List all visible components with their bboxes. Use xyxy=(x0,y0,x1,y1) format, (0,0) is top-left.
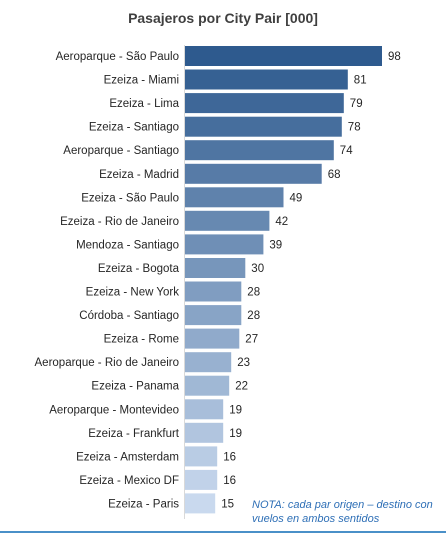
value-label-11: 28 xyxy=(247,287,260,299)
bar-17 xyxy=(185,422,224,443)
bars-group: Aeroparque - São Paulo 98 Ezeiza - Miami 81… xyxy=(35,46,401,514)
category-label-6: Ezeiza - Madrid xyxy=(99,169,179,181)
chart-note: NOTA: cada par origen – destino con vuel… xyxy=(252,498,446,526)
bar-18 xyxy=(185,446,218,467)
bar-4 xyxy=(185,116,342,137)
category-label-1: Aeroparque - São Paulo xyxy=(56,51,179,63)
bar-15 xyxy=(185,375,230,396)
chart-title: Pasajeros por City Pair [000] xyxy=(128,10,318,26)
value-label-10: 30 xyxy=(251,263,264,275)
category-label-8: Ezeiza - Rio de Janeiro xyxy=(60,216,179,228)
bar-2 xyxy=(185,69,348,90)
bar-5 xyxy=(185,140,334,161)
category-label-4: Ezeiza - Santiago xyxy=(89,122,179,134)
value-label-17: 19 xyxy=(229,428,242,440)
category-label-18: Ezeiza - Amsterdam xyxy=(76,451,179,463)
category-label-13: Ezeiza - Rome xyxy=(104,334,179,346)
bar-8 xyxy=(185,210,270,231)
value-label-1: 98 xyxy=(388,51,401,63)
value-label-15: 22 xyxy=(235,381,248,393)
bar-9 xyxy=(185,234,264,255)
bar-10 xyxy=(185,258,246,278)
bottom-rule xyxy=(0,531,446,533)
category-label-5: Aeroparque - Santiago xyxy=(63,145,179,157)
bar-20 xyxy=(185,493,216,514)
value-label-16: 19 xyxy=(229,404,242,416)
category-label-17: Ezeiza - Frankfurt xyxy=(88,428,180,440)
bar-6 xyxy=(185,163,322,184)
value-label-13: 27 xyxy=(245,334,258,346)
bar-1 xyxy=(185,46,382,66)
value-label-18: 16 xyxy=(223,451,236,463)
bar-19 xyxy=(185,469,218,490)
value-label-4: 78 xyxy=(348,122,361,134)
category-label-20: Ezeiza - Paris xyxy=(108,498,179,510)
value-label-12: 28 xyxy=(247,310,260,322)
category-label-14: Aeroparque - Rio de Janeiro xyxy=(35,357,179,369)
category-label-9: Mendoza - Santiago xyxy=(76,239,179,251)
value-label-3: 79 xyxy=(350,98,363,110)
bar-11 xyxy=(185,281,242,302)
category-label-15: Ezeiza - Panama xyxy=(91,381,179,393)
category-label-16: Aeroparque - Montevideo xyxy=(49,404,179,416)
value-label-9: 39 xyxy=(269,239,282,251)
bar-3 xyxy=(185,93,344,114)
category-label-12: Córdoba - Santiago xyxy=(79,310,179,322)
bar-12 xyxy=(185,305,242,326)
note-line-1: NOTA: cada par origen – destino con xyxy=(252,499,433,511)
value-label-7: 49 xyxy=(290,192,303,204)
value-label-2: 81 xyxy=(354,75,367,87)
bar-14 xyxy=(185,352,232,373)
value-label-14: 23 xyxy=(237,357,250,369)
value-label-6: 68 xyxy=(328,169,341,181)
category-label-7: Ezeiza - São Paulo xyxy=(81,192,179,204)
bar-13 xyxy=(185,328,240,349)
category-label-3: Ezeiza - Lima xyxy=(109,98,179,110)
category-label-11: Ezeiza - New York xyxy=(86,287,180,299)
bar-7 xyxy=(185,187,284,208)
category-label-10: Ezeiza - Bogota xyxy=(98,263,180,275)
note-line-2: vuelos en ambos sentidos xyxy=(252,513,380,525)
category-label-2: Ezeiza - Miami xyxy=(104,75,179,87)
value-label-19: 16 xyxy=(223,475,236,487)
category-label-19: Ezeiza - Mexico DF xyxy=(79,475,179,487)
value-label-20: 15 xyxy=(221,498,234,510)
value-label-8: 42 xyxy=(275,216,288,228)
bar-16 xyxy=(185,399,224,420)
value-label-5: 74 xyxy=(340,145,353,157)
